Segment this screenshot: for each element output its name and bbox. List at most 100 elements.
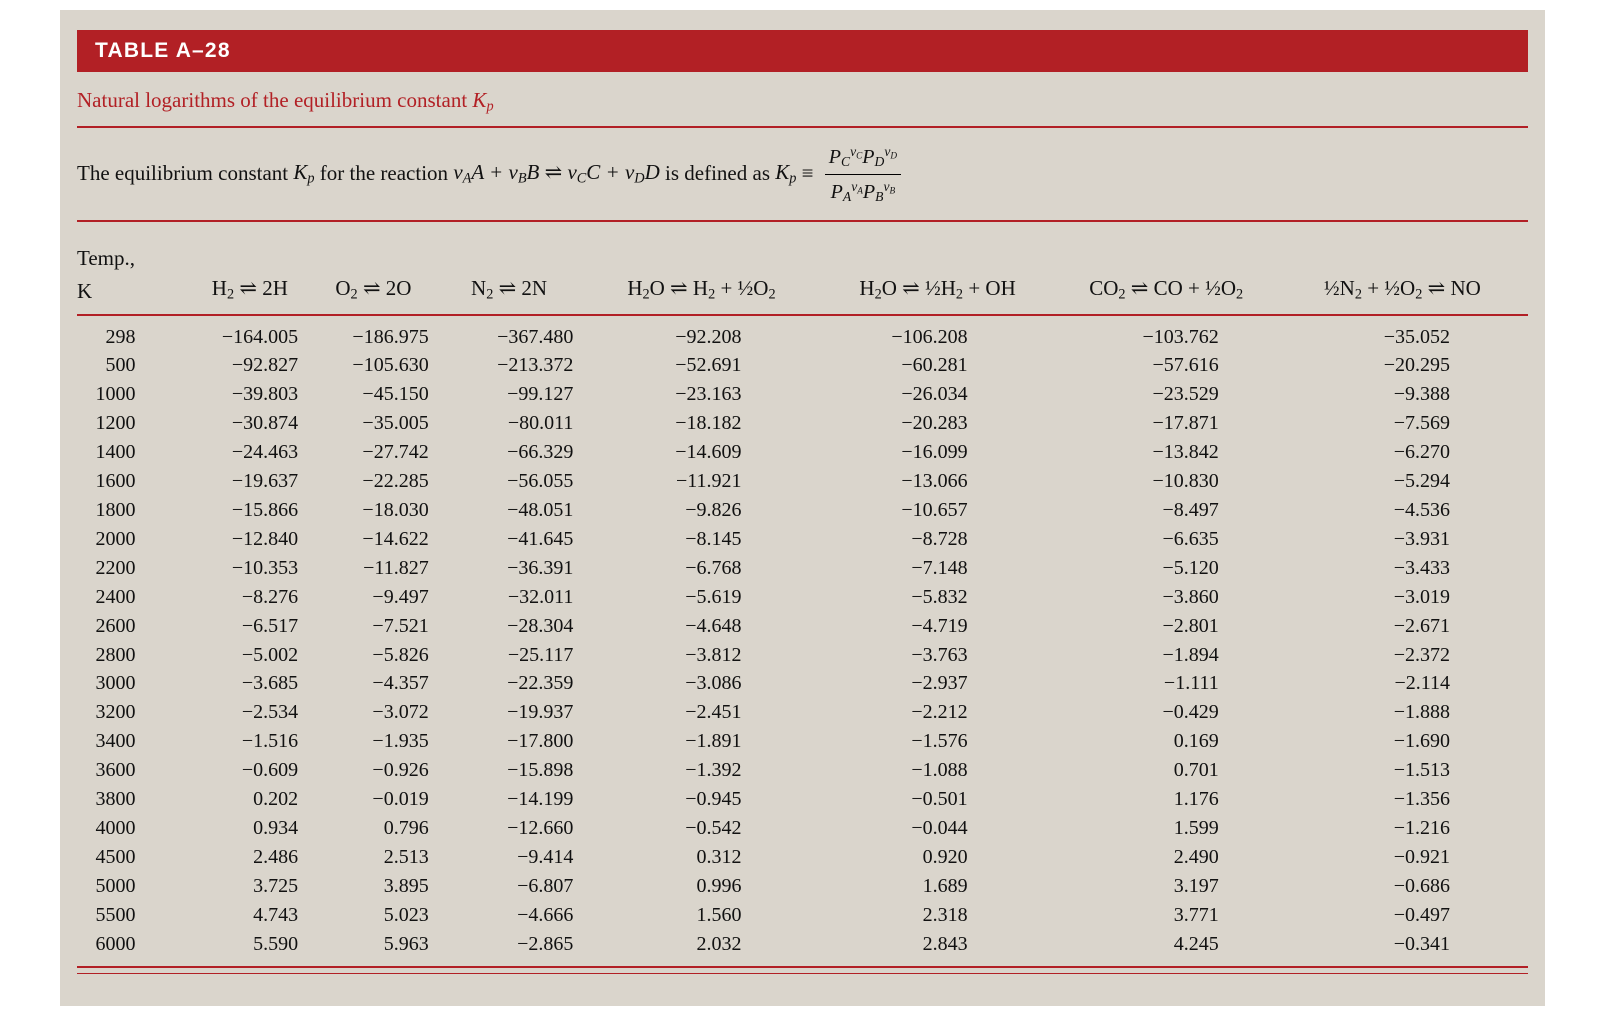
- value-cell: −28.304: [507, 614, 574, 637]
- temp-header-line2: K: [77, 278, 93, 303]
- value-cell: −0.341: [1393, 932, 1450, 955]
- column-header-n2-2n: N2 ⇌ 2N: [434, 223, 584, 316]
- column-header-h2o-h2-oh: H2O ⇌ ½H2 + OH: [819, 223, 1056, 316]
- value-cell: 2.843: [922, 932, 968, 955]
- value-cell: −5.826: [372, 643, 429, 666]
- value-cell: 2.490: [1173, 845, 1219, 868]
- value-cell: −10.657: [901, 499, 968, 521]
- math-segment: Kp: [775, 160, 797, 187]
- table-title: TABLE A–28: [95, 39, 231, 62]
- value-cell: −105.630: [352, 354, 429, 377]
- column-header-co2-co-o2: CO2 ⇌ CO + ½O2: [1055, 223, 1277, 316]
- value-cell: −92.827: [231, 354, 299, 377]
- table-row: 2400 −8.276 −9.497 −32.011 −5.619 −5.832 −3.86…: [77, 583, 1528, 612]
- value-cell: −164.005: [221, 325, 299, 348]
- value-cell: −0.609: [241, 759, 299, 782]
- value-cell: −1.894: [1162, 643, 1219, 666]
- table-row: 3400 −1.516 −1.935 −17.800 −1.891 −1.576 0.169…: [77, 727, 1528, 756]
- value-cell: −0.429: [1162, 701, 1219, 724]
- table-row: 3800 0.202 −0.019 −14.199 −0.945 −0.501 1.176 −…: [77, 785, 1528, 814]
- value-cell: −19.937: [507, 701, 574, 724]
- value-cell: −9.497: [372, 585, 429, 608]
- value-cell: −66.329: [507, 441, 574, 464]
- value-cell: 0.920: [922, 845, 968, 868]
- value-cell: −25.117: [507, 643, 574, 666]
- table-row: 1400 −24.463 −27.742 −66.329 −14.609 −16.099 −…: [77, 438, 1528, 467]
- value-cell: −2.212: [911, 701, 968, 724]
- value-cell: 2.513: [383, 845, 429, 868]
- value-cell: 0.996: [696, 874, 742, 897]
- table-row: 1000 −39.803 −45.150 −99.127 −23.163 −26.034 −…: [77, 380, 1528, 409]
- column-header-temperature: Temp., K: [77, 223, 188, 316]
- text-segment: is defined as: [659, 160, 776, 185]
- value-cell: −3.763: [911, 643, 968, 666]
- value-cell: −8.497: [1162, 499, 1219, 521]
- value-cell: −6.517: [241, 614, 299, 637]
- value-cell: −35.052: [1383, 325, 1450, 348]
- table-row: 4500 2.486 2.513 −9.414 0.312 0.920 2.490 −0.92…: [77, 843, 1528, 872]
- value-cell: 2.318: [922, 903, 968, 926]
- value-cell: −0.044: [911, 816, 968, 839]
- temp-cell: 4000: [95, 816, 136, 839]
- value-cell: −1.513: [1393, 759, 1450, 782]
- value-cell: −13.066: [901, 470, 968, 493]
- table-row: 3200 −2.534 −3.072 −19.937 −2.451 −2.212 −0.42…: [77, 698, 1528, 727]
- value-cell: −10.353: [231, 556, 299, 579]
- value-cell: −5.619: [685, 585, 742, 608]
- value-cell: −12.840: [231, 527, 299, 550]
- value-cell: 4.245: [1173, 932, 1219, 955]
- value-cell: −3.685: [241, 672, 299, 695]
- value-cell: −39.803: [231, 383, 299, 406]
- temp-cell: 3200: [95, 701, 136, 724]
- table-row: 2000 −12.840 −14.622 −41.645 −8.145 −8.728 −6.…: [77, 525, 1528, 554]
- value-cell: −1.935: [372, 730, 429, 753]
- table-bottom-rule: [77, 965, 1528, 974]
- table-row: 2200 −10.353 −11.827 −36.391 −6.768 −7.148 −5.…: [77, 554, 1528, 583]
- value-cell: 2.032: [696, 932, 742, 955]
- value-cell: −35.005: [362, 412, 429, 435]
- value-cell: −1.891: [685, 730, 742, 753]
- temp-cell: 2200: [95, 556, 136, 579]
- column-header-o2-2o: O2 ⇌ 2O: [312, 223, 435, 316]
- value-cell: −32.011: [507, 585, 574, 608]
- value-cell: −99.127: [507, 383, 574, 406]
- value-cell: −20.295: [1383, 354, 1450, 377]
- value-cell: −9.388: [1393, 383, 1450, 406]
- value-cell: −22.359: [507, 672, 574, 695]
- table-panel: TABLE A–28 Natural logarithms of the equ…: [60, 10, 1545, 1006]
- value-cell: −3.019: [1393, 585, 1450, 608]
- temp-cell: 5500: [95, 903, 136, 926]
- table-body: 298 −164.005 −186.975 −367.480 −92.208 −106.2…: [77, 315, 1528, 959]
- value-cell: 1.176: [1173, 788, 1219, 811]
- value-cell: −4.357: [372, 672, 429, 695]
- value-cell: −1.111: [1163, 672, 1219, 695]
- value-cell: −27.742: [362, 441, 429, 464]
- value-cell: −22.285: [362, 470, 429, 493]
- value-cell: −2.937: [911, 672, 968, 695]
- kp-definition-line: The equilibrium constant Kp for the reac…: [77, 128, 1528, 222]
- value-cell: −18.182: [675, 412, 742, 435]
- value-cell: −7.148: [911, 556, 968, 579]
- value-cell: −1.356: [1393, 788, 1450, 811]
- table-row: 6000 5.590 5.963 −2.865 2.032 2.843 4.245 −0.34…: [77, 930, 1528, 959]
- table-row: 2800 −5.002 −5.826 −25.117 −3.812 −3.763 −1.89…: [77, 641, 1528, 670]
- table-row: 5000 3.725 3.895 −6.807 0.996 1.689 3.197 −0.68…: [77, 872, 1528, 901]
- value-cell: −45.150: [362, 383, 429, 406]
- value-cell: −6.807: [517, 874, 574, 897]
- table-row: 1600 −19.637 −22.285 −56.055 −11.921 −13.066 −…: [77, 467, 1528, 496]
- value-cell: 1.689: [922, 874, 968, 897]
- header-row: Temp., K H2 ⇌ 2H O2 ⇌ 2O N2 ⇌ 2N H2O ⇌ H…: [77, 223, 1528, 316]
- temp-header-line1: Temp.,: [77, 245, 136, 270]
- value-cell: −56.055: [507, 470, 574, 493]
- kp-fraction: PCνCPDνD PAνAPBνB: [824, 144, 902, 206]
- value-cell: 5.023: [383, 903, 429, 926]
- value-cell: −14.622: [362, 527, 429, 550]
- value-cell: −7.569: [1393, 412, 1450, 435]
- value-cell: −5.294: [1393, 470, 1450, 493]
- column-header-h2o-h2-o2: H2O ⇌ H2 + ½O2: [583, 223, 820, 316]
- temp-cell: 2800: [95, 643, 136, 666]
- value-cell: 0.312: [696, 845, 742, 868]
- value-cell: −4.648: [685, 614, 742, 637]
- value-cell: 3.771: [1173, 903, 1219, 926]
- text-segment: The equilibrium constant: [77, 160, 294, 185]
